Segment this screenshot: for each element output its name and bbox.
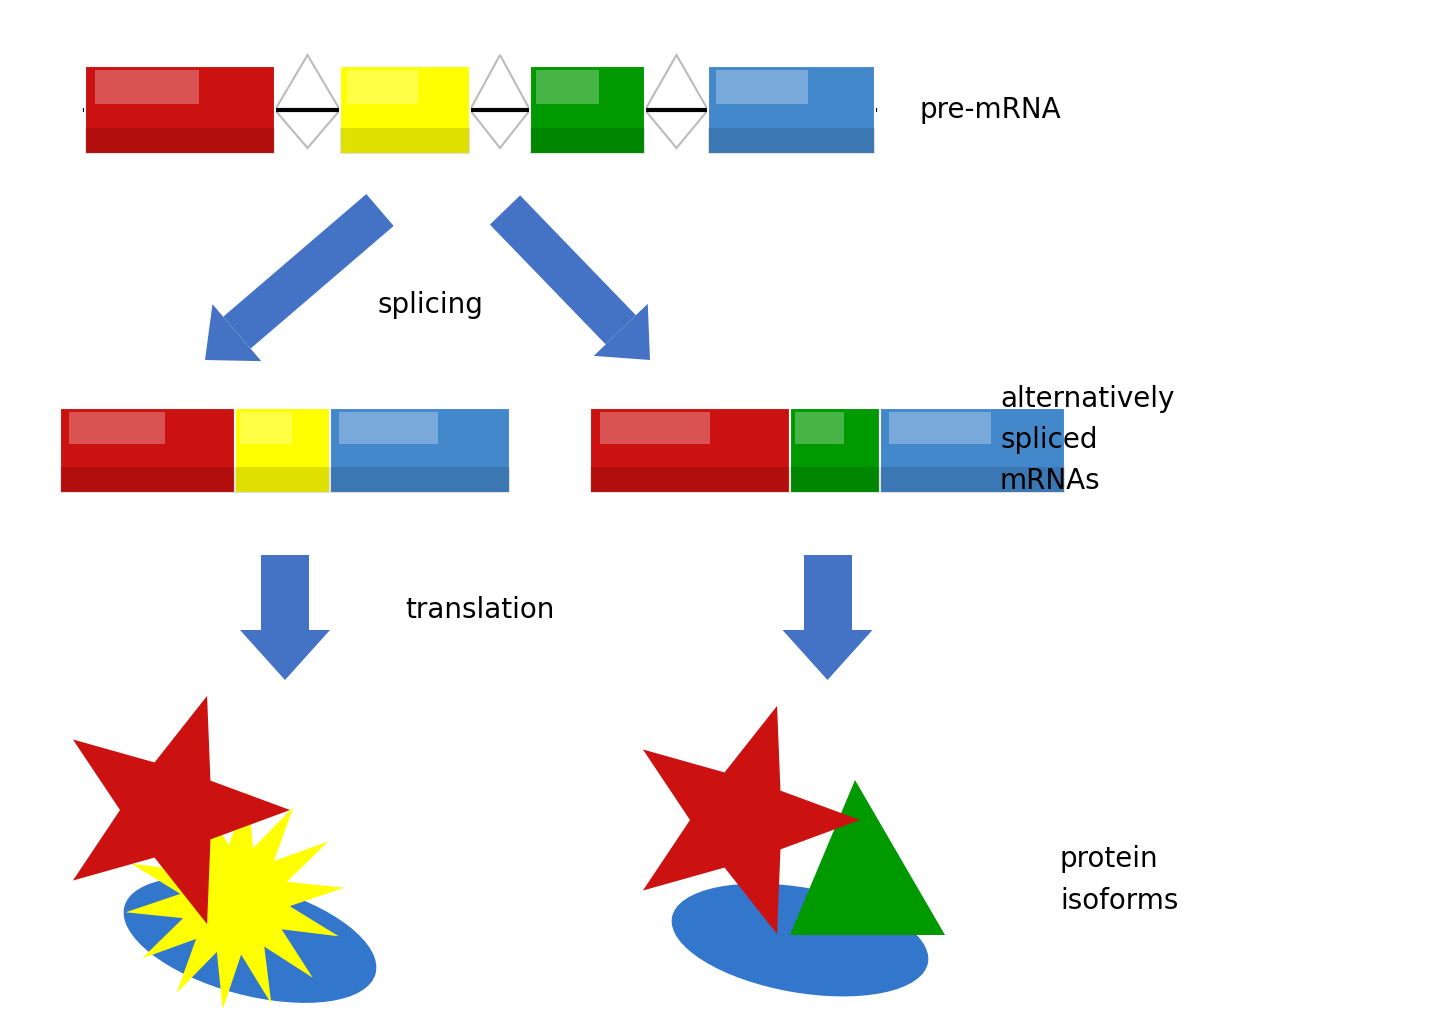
Bar: [536, 70, 599, 104]
Bar: [791, 467, 880, 493]
Polygon shape: [782, 630, 873, 680]
Bar: [330, 407, 510, 493]
Ellipse shape: [124, 877, 376, 1003]
Text: pre-mRNA: pre-mRNA: [920, 96, 1061, 124]
Bar: [60, 407, 235, 493]
Ellipse shape: [671, 884, 929, 996]
Bar: [60, 467, 235, 493]
Bar: [340, 66, 469, 154]
Bar: [235, 467, 330, 493]
Polygon shape: [240, 630, 330, 680]
Bar: [791, 407, 880, 493]
Bar: [716, 70, 808, 104]
Polygon shape: [223, 194, 393, 348]
Bar: [95, 70, 199, 104]
Bar: [261, 555, 310, 630]
Bar: [530, 128, 645, 154]
Bar: [880, 407, 1066, 493]
Bar: [330, 467, 510, 493]
Bar: [708, 128, 876, 154]
Bar: [85, 128, 275, 154]
Bar: [590, 467, 791, 493]
Polygon shape: [593, 304, 649, 360]
Bar: [239, 411, 292, 444]
Bar: [590, 407, 791, 493]
Polygon shape: [642, 706, 860, 934]
Bar: [347, 70, 418, 104]
Polygon shape: [791, 780, 945, 935]
Polygon shape: [73, 696, 289, 924]
Text: translation: translation: [405, 596, 554, 624]
Bar: [85, 66, 275, 154]
Bar: [795, 411, 844, 444]
Bar: [338, 411, 438, 444]
Polygon shape: [125, 791, 344, 1009]
Polygon shape: [490, 196, 636, 344]
Bar: [880, 467, 1066, 493]
Bar: [69, 411, 166, 444]
Bar: [600, 411, 710, 444]
Bar: [804, 555, 851, 630]
Bar: [708, 66, 876, 154]
Bar: [530, 66, 645, 154]
Bar: [235, 407, 330, 493]
Text: protein
isoforms: protein isoforms: [1060, 845, 1178, 914]
Bar: [890, 411, 991, 444]
Bar: [340, 128, 469, 154]
Text: alternatively
spliced
mRNAs: alternatively spliced mRNAs: [999, 385, 1175, 495]
Polygon shape: [204, 304, 261, 361]
Text: splicing: splicing: [377, 291, 482, 319]
